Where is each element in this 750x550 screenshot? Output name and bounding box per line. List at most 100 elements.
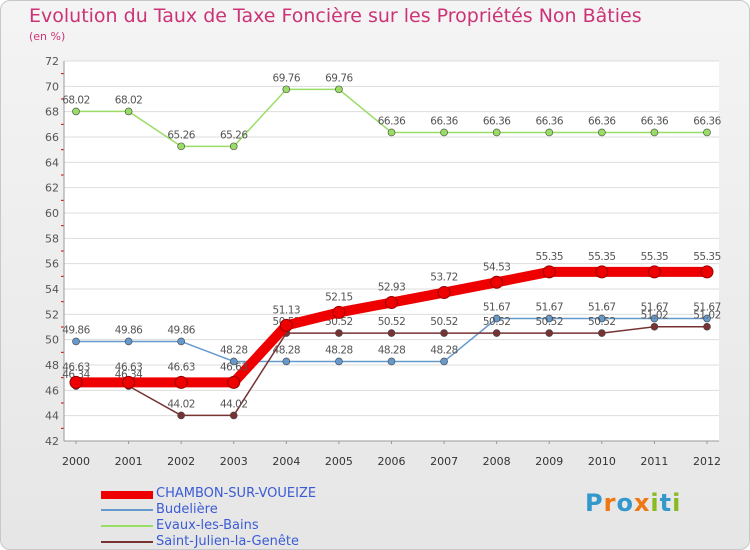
- x-tick-label: 2002: [167, 455, 195, 468]
- data-label-budeli-re: 51.67: [588, 302, 616, 314]
- data-label-chambon-sur-voueize: 51.13: [273, 304, 301, 316]
- data-label-saint-julien-la-gen-te: 44.02: [220, 398, 248, 410]
- data-label-chambon-sur-voueize: 55.35: [641, 251, 669, 263]
- data-label-saint-julien-la-gen-te: 51.02: [693, 310, 721, 322]
- x-tick-label: 2010: [588, 455, 616, 468]
- data-point-chambon-sur-voueize: [542, 265, 556, 279]
- data-label-saint-julien-la-gen-te: 50.52: [430, 316, 458, 328]
- data-label-evaux-les-bains: 66.36: [483, 115, 511, 127]
- chart-title: Evolution du Taux de Taxe Foncière sur l…: [29, 5, 642, 27]
- data-label-chambon-sur-voueize: 53.72: [430, 272, 458, 284]
- data-label-chambon-sur-voueize: 46.63: [115, 361, 143, 373]
- legend-label-evaux: Evaux-les-Bains: [156, 518, 259, 533]
- data-label-budeli-re: 48.28: [220, 344, 248, 356]
- data-point-evaux-les-bains: [598, 128, 606, 137]
- data-label-budeli-re: 51.67: [483, 302, 511, 314]
- legend-label-saint-julien: Saint-Julien-la-Genête: [156, 534, 299, 549]
- data-point-evaux-les-bains: [492, 128, 501, 137]
- data-point-saint-julien-la-gen-te: [650, 322, 659, 331]
- proxiti-logo: Proxiti: [585, 489, 681, 517]
- data-point-chambon-sur-voueize: [122, 375, 136, 389]
- data-point-chambon-sur-voueize: [385, 296, 398, 310]
- data-point-evaux-les-bains: [545, 128, 554, 137]
- legend-swatch-evaux: [101, 525, 153, 527]
- data-label-budeli-re: 49.86: [115, 324, 143, 336]
- data-point-saint-julien-la-gen-te: [387, 329, 396, 337]
- data-label-budeli-re: 51.67: [641, 302, 669, 314]
- logo-letter: t: [659, 489, 673, 517]
- data-label-chambon-sur-voueize: 55.35: [535, 251, 563, 263]
- x-tick-label: 2003: [220, 455, 248, 468]
- data-label-evaux-les-bains: 66.36: [430, 115, 458, 127]
- data-label-chambon-sur-voueize: 52.15: [325, 291, 353, 303]
- data-label-chambon-sur-voueize: 52.93: [378, 282, 406, 294]
- y-tick-label: 56: [45, 258, 59, 271]
- logo-letter: P: [585, 489, 604, 517]
- x-tick-label: 2006: [378, 455, 406, 468]
- data-label-saint-julien-la-gen-te: 50.52: [588, 316, 616, 328]
- data-label-budeli-re: 49.86: [167, 324, 195, 336]
- x-tick-label: 2012: [693, 455, 721, 468]
- data-label-evaux-les-bains: 65.26: [167, 129, 195, 141]
- data-point-evaux-les-bains: [177, 142, 185, 151]
- chart-subtitle: (en %): [29, 30, 66, 43]
- logo-letter: r: [603, 489, 617, 517]
- y-tick-label: 48: [45, 359, 59, 372]
- x-tick-label: 2004: [272, 455, 300, 468]
- data-label-evaux-les-bains: 65.26: [220, 129, 248, 141]
- logo-letter: i: [650, 489, 660, 517]
- data-point-budeli-re: [650, 314, 659, 323]
- data-label-evaux-les-bains: 66.36: [693, 115, 721, 127]
- data-point-evaux-les-bains: [229, 142, 238, 151]
- series-evaux-les-bains: 68.02 68.02 65.26 65.26 69.76 69.76 66.36 66.36…: [62, 72, 722, 151]
- data-label-saint-julien-la-gen-te: 50.52: [483, 316, 511, 328]
- data-label-evaux-les-bains: 66.36: [641, 115, 669, 127]
- y-tick-label: 66: [45, 131, 59, 144]
- data-label-budeli-re: 48.28: [273, 344, 301, 356]
- x-tick-label: 2009: [535, 455, 563, 468]
- y-tick-label: 42: [45, 435, 59, 448]
- data-point-budeli-re: [387, 357, 396, 366]
- data-point-budeli-re: [545, 314, 554, 323]
- data-point-evaux-les-bains: [440, 128, 448, 137]
- data-point-chambon-sur-voueize: [332, 305, 346, 319]
- data-point-evaux-les-bains: [72, 107, 80, 116]
- data-point-chambon-sur-voueize: [647, 265, 661, 279]
- data-point-evaux-les-bains: [335, 85, 343, 94]
- data-point-saint-julien-la-gen-te: [335, 329, 343, 337]
- data-point-chambon-sur-voueize: [279, 318, 293, 332]
- data-label-evaux-les-bains: 66.36: [378, 115, 406, 127]
- legend-swatch-saint-julien: [101, 541, 153, 543]
- data-label-evaux-les-bains: 66.36: [588, 115, 616, 127]
- data-point-budeli-re: [229, 357, 238, 366]
- logo-letter: o: [616, 489, 634, 517]
- y-tick-label: 58: [45, 232, 59, 245]
- data-label-evaux-les-bains: 69.76: [325, 72, 353, 84]
- data-point-chambon-sur-voueize: [227, 375, 241, 389]
- y-tick-label: 60: [45, 207, 59, 220]
- x-tick-label: 2005: [325, 455, 353, 468]
- legend-label-chambon: CHAMBON-SUR-VOUEIZE: [156, 486, 317, 501]
- data-label-chambon-sur-voueize: 46.63: [62, 361, 90, 373]
- data-label-saint-julien-la-gen-te: 50.52: [378, 316, 406, 328]
- data-label-chambon-sur-voueize: 54.53: [483, 261, 511, 273]
- y-tick-label: 50: [45, 334, 59, 347]
- y-tick-label: 46: [45, 384, 59, 397]
- data-point-saint-julien-la-gen-te: [229, 411, 238, 420]
- data-point-budeli-re: [598, 314, 606, 323]
- data-label-budeli-re: 51.67: [693, 302, 721, 314]
- data-label-budeli-re: 48.28: [430, 344, 458, 356]
- data-label-budeli-re: 48.28: [378, 344, 406, 356]
- data-label-budeli-re: 49.86: [62, 324, 90, 336]
- data-point-chambon-sur-voueize: [595, 265, 609, 279]
- data-point-saint-julien-la-gen-te: [703, 322, 711, 331]
- data-label-evaux-les-bains: 68.02: [62, 94, 90, 106]
- y-tick-label: 54: [45, 283, 59, 296]
- data-point-saint-julien-la-gen-te: [440, 329, 448, 337]
- data-point-evaux-les-bains: [703, 128, 711, 137]
- data-label-chambon-sur-voueize: 46.63: [220, 361, 248, 373]
- data-label-evaux-les-bains: 69.76: [273, 72, 301, 84]
- legend-swatch-chambon: [101, 491, 153, 499]
